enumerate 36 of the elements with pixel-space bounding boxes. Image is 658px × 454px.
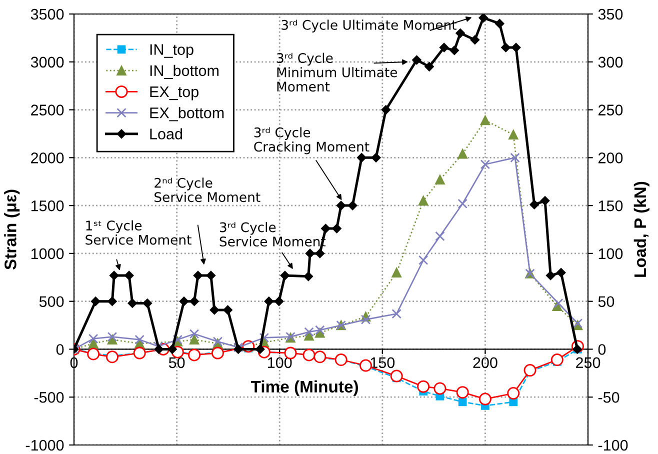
y-tick-label: 0 xyxy=(56,344,64,355)
legend-label: EX_top xyxy=(150,86,198,100)
y-tick-label: 1500 xyxy=(31,200,64,212)
y2-axis-title: Load, P (kN) xyxy=(634,182,650,277)
x-tick-label: 150 xyxy=(370,357,395,368)
x-tick-label: 200 xyxy=(473,357,498,368)
y-tick-label: -1000 xyxy=(26,440,64,451)
y2-tick-label: 250 xyxy=(598,104,623,116)
annotation: 3ʳᵈ Cycle Minimum Ultimate Moment xyxy=(277,52,398,92)
y-tick-label: -500 xyxy=(34,392,64,403)
y2-tick-label: 300 xyxy=(598,56,623,68)
legend-label: IN_bottom xyxy=(150,64,218,79)
y2-tick-label: -50 xyxy=(598,392,620,403)
y2-tick-label: 150 xyxy=(598,200,623,212)
y-tick-label: 2000 xyxy=(31,152,64,164)
x-axis-title: Time (Minute) xyxy=(250,380,358,396)
y2-tick-label: -100 xyxy=(598,440,628,451)
annotation: 2ⁿᵈ Cycle Service Moment xyxy=(154,178,260,202)
legend-label: Load xyxy=(150,128,182,140)
y2-tick-label: 350 xyxy=(598,8,623,20)
y-tick-label: 3500 xyxy=(30,8,64,20)
annotation: 1ˢᵗ Cycle Service Moment xyxy=(86,220,192,245)
x-tick-label: 50 xyxy=(168,357,185,368)
y2-tick-label: 50 xyxy=(598,296,614,308)
y2-tick-label: 0 xyxy=(598,344,606,355)
y2-tick-label: 100 xyxy=(598,248,623,260)
y2-tick-label: 200 xyxy=(598,152,623,164)
x-tick-label: 100 xyxy=(268,357,292,368)
legend-label: IN_top xyxy=(150,44,194,58)
y-tick-label: 3000 xyxy=(30,56,64,68)
annotation: 3ʳᵈ Cycle Cracking Moment xyxy=(254,127,370,154)
y-axis-title: Strain (με) xyxy=(4,190,20,270)
y-tick-label: 2500 xyxy=(31,104,64,116)
y-tick-label: 500 xyxy=(39,296,64,308)
legend-label: EX_bottom xyxy=(150,107,224,122)
y-tick-label: 1000 xyxy=(31,248,64,260)
